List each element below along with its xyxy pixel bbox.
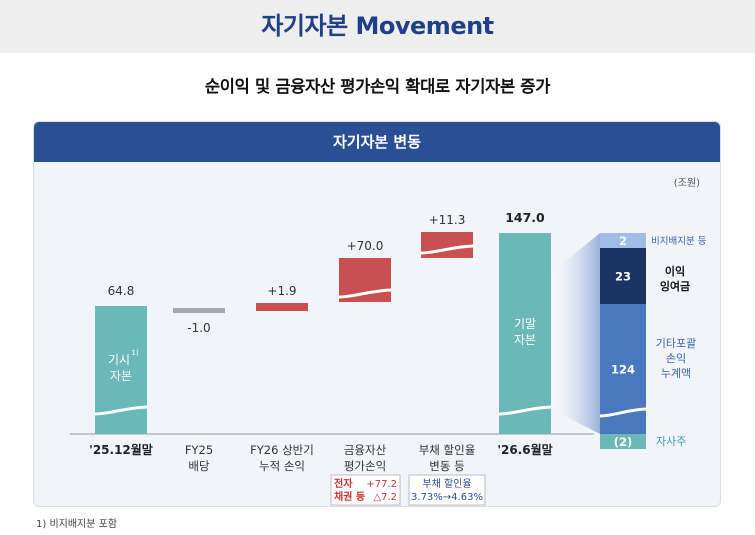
breakdown-segment-retained — [600, 248, 646, 304]
step-bar-1 — [173, 308, 225, 313]
breakdown-name-aoci-3: 누계액 — [661, 367, 691, 380]
unit-label: (조원) — [674, 177, 700, 189]
end-bar-label: 기말 — [514, 317, 536, 331]
breakdown-name-retained-2: 잉여금 — [660, 279, 690, 293]
waterfall-chart: (조원) 64.8 기시 1) 자본 '25.12월말 -1.0 FY25 배당 +1.9 FY26… — [70, 177, 707, 506]
start-bar-break — [94, 405, 148, 416]
panel-header — [34, 122, 720, 162]
breakdown-segment-treasury — [600, 434, 646, 449]
category-label-start: '25.12월말 — [89, 442, 153, 457]
step-bar-2 — [256, 303, 308, 311]
page-title: 자기자본 Movement — [261, 12, 494, 40]
start-bar-label-2: 자본 — [110, 369, 132, 383]
breakdown-value-aoci: 124 — [611, 363, 635, 377]
start-value-label: 64.8 — [108, 284, 135, 298]
step-value-label-4: +11.3 — [429, 213, 466, 227]
breakdown-value-minority: 2 — [619, 234, 627, 248]
category-label-end: '26.6월말 — [497, 442, 552, 457]
end-capital-bar — [499, 233, 551, 434]
step-value-label-1: -1.0 — [187, 321, 210, 335]
chart-panel: 자기자본 변동 (조원) 64.8 기시 1) 자본 '25.12월말 -1.0 FY25 배당… — [33, 121, 721, 507]
page-subtitle: 순이익 및 금융자산 평가손익 확대로 자기자본 증가 — [204, 77, 551, 96]
end-bar-break — [498, 405, 552, 416]
category-label-2: FY26 상반기 — [250, 443, 314, 457]
start-bar-label: 기시 — [108, 353, 130, 367]
step-bar-4 — [421, 232, 473, 258]
end-bar-label-2: 자본 — [514, 333, 536, 347]
breakdown-break — [599, 407, 647, 418]
category-label-3: 금융자산 — [344, 443, 387, 457]
category-label-3-line2: 평가손익 — [344, 459, 386, 473]
start-bar-footnote-mark: 1) — [131, 349, 138, 357]
breakdown-name-retained: 이익 — [665, 264, 685, 278]
end-value-label: 147.0 — [505, 210, 545, 225]
breakdown-value-treasury: (2) — [614, 435, 633, 449]
note-box-discount-rate — [408, 474, 486, 506]
breakdown-name-minority: 비지배지분 등 — [651, 236, 707, 247]
footnote: 1) 비지배지분 포함 — [36, 519, 118, 530]
breakdown-name-aoci: 기타포괄 — [656, 337, 696, 350]
step-bar-break-4 — [420, 244, 474, 255]
note-discount-line1: 부채 할인율 — [422, 478, 471, 490]
projection-funnel — [551, 233, 600, 434]
category-label-1: FY25 — [185, 443, 213, 457]
panel-title: 자기자본 변동 — [332, 133, 422, 151]
note-financial-line1-left: 전자 — [334, 477, 353, 490]
note-financial-line1-right: +77.2 — [366, 479, 397, 490]
step-bar-break-3 — [338, 288, 392, 299]
category-label-4-line2: 변동 등 — [429, 459, 464, 473]
breakdown-value-retained: 23 — [615, 270, 631, 284]
step-value-label-3: +70.0 — [347, 239, 384, 253]
note-discount-line2: 3.73%→4.63% — [411, 492, 483, 503]
category-label-2-line2: 누적 손익 — [259, 459, 305, 473]
note-box-financial-assets — [330, 474, 401, 506]
note-financial-line2-right: △7.2 — [373, 492, 397, 503]
category-label-1-line2: 배당 — [188, 459, 210, 473]
breakdown-name-aoci-2: 손익 — [666, 352, 686, 365]
breakdown-segment-minority — [600, 233, 646, 248]
note-financial-line2-left: 채권 등 — [334, 490, 365, 503]
breakdown-name-treasury: 자사주 — [656, 435, 686, 448]
category-label-4: 부채 할인율 — [419, 443, 476, 457]
header-band — [0, 0, 755, 53]
step-value-label-2: +1.9 — [267, 284, 296, 298]
